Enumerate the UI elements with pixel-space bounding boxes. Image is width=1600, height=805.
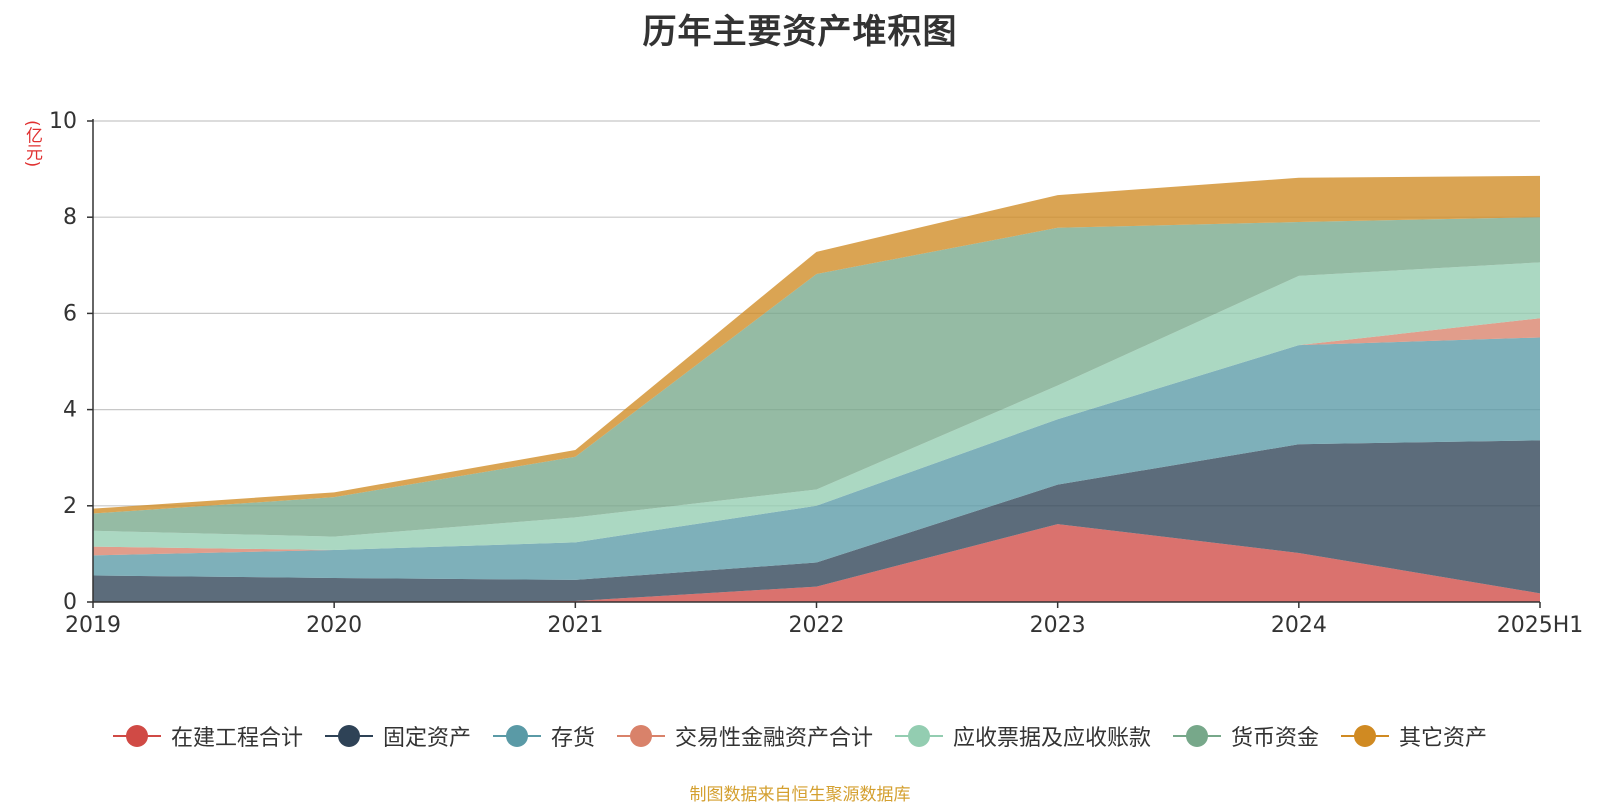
axes: [87, 119, 1541, 608]
legend-label: 应收票据及应收账款: [953, 726, 1152, 751]
x-tick-label: 2022: [789, 613, 845, 638]
area-series-2: [93, 337, 1540, 580]
legend-marker-icon: [324, 724, 373, 748]
y-tick-label: 2: [63, 494, 77, 519]
x-tick-label: 2024: [1271, 613, 1327, 638]
chart-title: 历年主要资产堆积图: [642, 12, 958, 52]
legend-marker-icon: [1173, 724, 1222, 748]
legend-dot: [1354, 725, 1377, 747]
legend-label: 其它资产: [1399, 726, 1488, 751]
legend-dot: [908, 725, 930, 747]
legend-item[interactable]: 存货: [492, 720, 595, 752]
legend-marker-icon: [895, 724, 943, 748]
legend-item[interactable]: 在建工程合计: [112, 720, 303, 752]
y-axis-unit-label: (亿元): [22, 120, 42, 168]
legend-marker-icon: [1341, 724, 1390, 748]
legend-dot: [629, 725, 652, 747]
legend-marker-icon: [616, 724, 665, 748]
x-tick-label: 2020: [306, 613, 362, 638]
area-series-1: [93, 440, 1540, 602]
legend-item[interactable]: 其它资产: [1341, 720, 1487, 752]
legend-marker-icon: [112, 724, 161, 748]
area-series-4: [93, 262, 1540, 551]
y-tick-label: 6: [63, 301, 77, 326]
legend-label: 货币资金: [1231, 726, 1320, 751]
area-series-layer: [93, 175, 1540, 602]
area-series-3: [93, 318, 1540, 556]
legend-label: 存货: [550, 726, 595, 751]
tick-labels: 0 2 4 6 8 10 2019 2020 2021 2022 2023 2024 2025H1: [49, 109, 1583, 638]
y-tick-label: 10: [49, 109, 77, 134]
y-tick-label: 8: [63, 205, 77, 230]
y-tick-label: 0: [63, 590, 77, 615]
x-tick-label: 2025H1: [1497, 613, 1584, 638]
legend-item[interactable]: 应收票据及应收账款: [895, 720, 1151, 752]
legend-dot: [337, 725, 360, 747]
x-tick-label: 2021: [547, 613, 603, 638]
legend-marker-icon: [492, 724, 541, 748]
area-series-5: [93, 217, 1540, 537]
legend-item[interactable]: 固定资产: [324, 720, 471, 752]
legend-item[interactable]: 货币资金: [1173, 720, 1319, 752]
stacked-area-chart: 0 2 4 6 8 10 2019 2020 2021 2022 2023 2024 2025H1: [49, 109, 1583, 638]
y-tick-label: 4: [63, 398, 77, 423]
legend-dot: [125, 725, 148, 747]
legend-label: 交易性金融资产合计: [674, 726, 873, 751]
area-series-6: [93, 175, 1540, 514]
legend: 在建工程合计 固定资产 存货 交易性金融资产合计 应收票据及应收账款 货币资金 其它资产: [0, 718, 1600, 754]
x-tick-label: 2019: [65, 613, 121, 638]
legend-dot: [505, 725, 528, 747]
x-tick-label: 2023: [1030, 613, 1086, 638]
legend-label: 固定资产: [382, 726, 471, 751]
area-series-0: [93, 524, 1540, 602]
legend-label: 在建工程合计: [170, 726, 303, 751]
legend-item[interactable]: 交易性金融资产合计: [616, 720, 873, 752]
legend-dot: [1186, 725, 1209, 747]
source-note: 制图数据来自恒生聚源数据库: [689, 785, 911, 805]
